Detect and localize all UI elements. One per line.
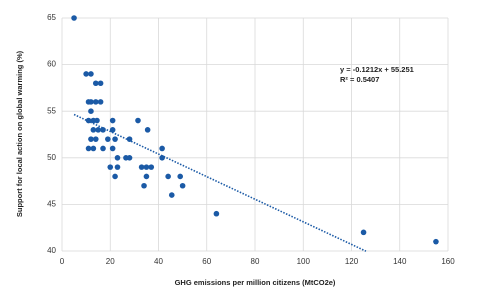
y-tick-label: 60 (47, 60, 56, 69)
y-axis-title: Support for local action on global warmi… (15, 50, 24, 217)
point (90, 127, 97, 133)
point (88, 71, 94, 77)
point (112, 173, 118, 180)
point (135, 117, 141, 124)
point (94, 117, 100, 124)
x-tick-label: 40 (154, 257, 163, 266)
point (88, 136, 94, 142)
point (148, 164, 155, 170)
x-tick-label: 0 (60, 257, 65, 266)
y-tick-label: 50 (47, 153, 56, 162)
y-tick-label: 65 (47, 13, 56, 22)
x-tick-label: 60 (202, 257, 211, 266)
x-tick-label: 80 (251, 257, 260, 266)
y-tick-label: 55 (47, 106, 56, 115)
point (95, 127, 101, 133)
y-tick-label: 40 (47, 246, 56, 255)
point (159, 145, 165, 152)
point (109, 145, 116, 152)
annotation: R² = 0.5407 (340, 75, 379, 84)
point (88, 108, 94, 114)
point (138, 164, 145, 170)
point (114, 155, 121, 161)
point (143, 164, 150, 170)
point (177, 173, 184, 180)
point (90, 145, 97, 152)
x-tick-label: 120 (345, 257, 359, 266)
point (107, 164, 114, 170)
x-tick-label: 100 (297, 257, 311, 266)
point (109, 117, 116, 124)
point (112, 136, 118, 142)
point (92, 136, 99, 142)
point (83, 71, 89, 77)
point (126, 155, 133, 161)
point (92, 80, 99, 87)
point (433, 238, 439, 245)
x-tick-label: 160 (441, 257, 455, 266)
x-tick-label: 140 (393, 257, 407, 266)
point (85, 145, 92, 152)
point (114, 164, 121, 170)
point (109, 127, 116, 133)
annotation: y = -0.1212x + 55.251 (340, 65, 414, 74)
point (360, 229, 367, 236)
point (97, 80, 104, 87)
x-axis-title: GHG emissions per million citizens (MtCO… (175, 278, 336, 287)
point (144, 127, 151, 133)
point (71, 15, 77, 21)
trendline (73, 113, 367, 252)
point (105, 136, 111, 142)
x-tick-label: 20 (106, 257, 115, 266)
point (141, 182, 147, 189)
point (143, 173, 150, 180)
point (92, 99, 99, 105)
y-tick-label: 45 (47, 200, 56, 209)
point (97, 99, 104, 105)
point (88, 99, 94, 105)
point (213, 210, 220, 217)
point (100, 145, 106, 152)
point (168, 192, 175, 198)
point (159, 155, 165, 161)
point (179, 182, 186, 189)
point (165, 173, 171, 180)
